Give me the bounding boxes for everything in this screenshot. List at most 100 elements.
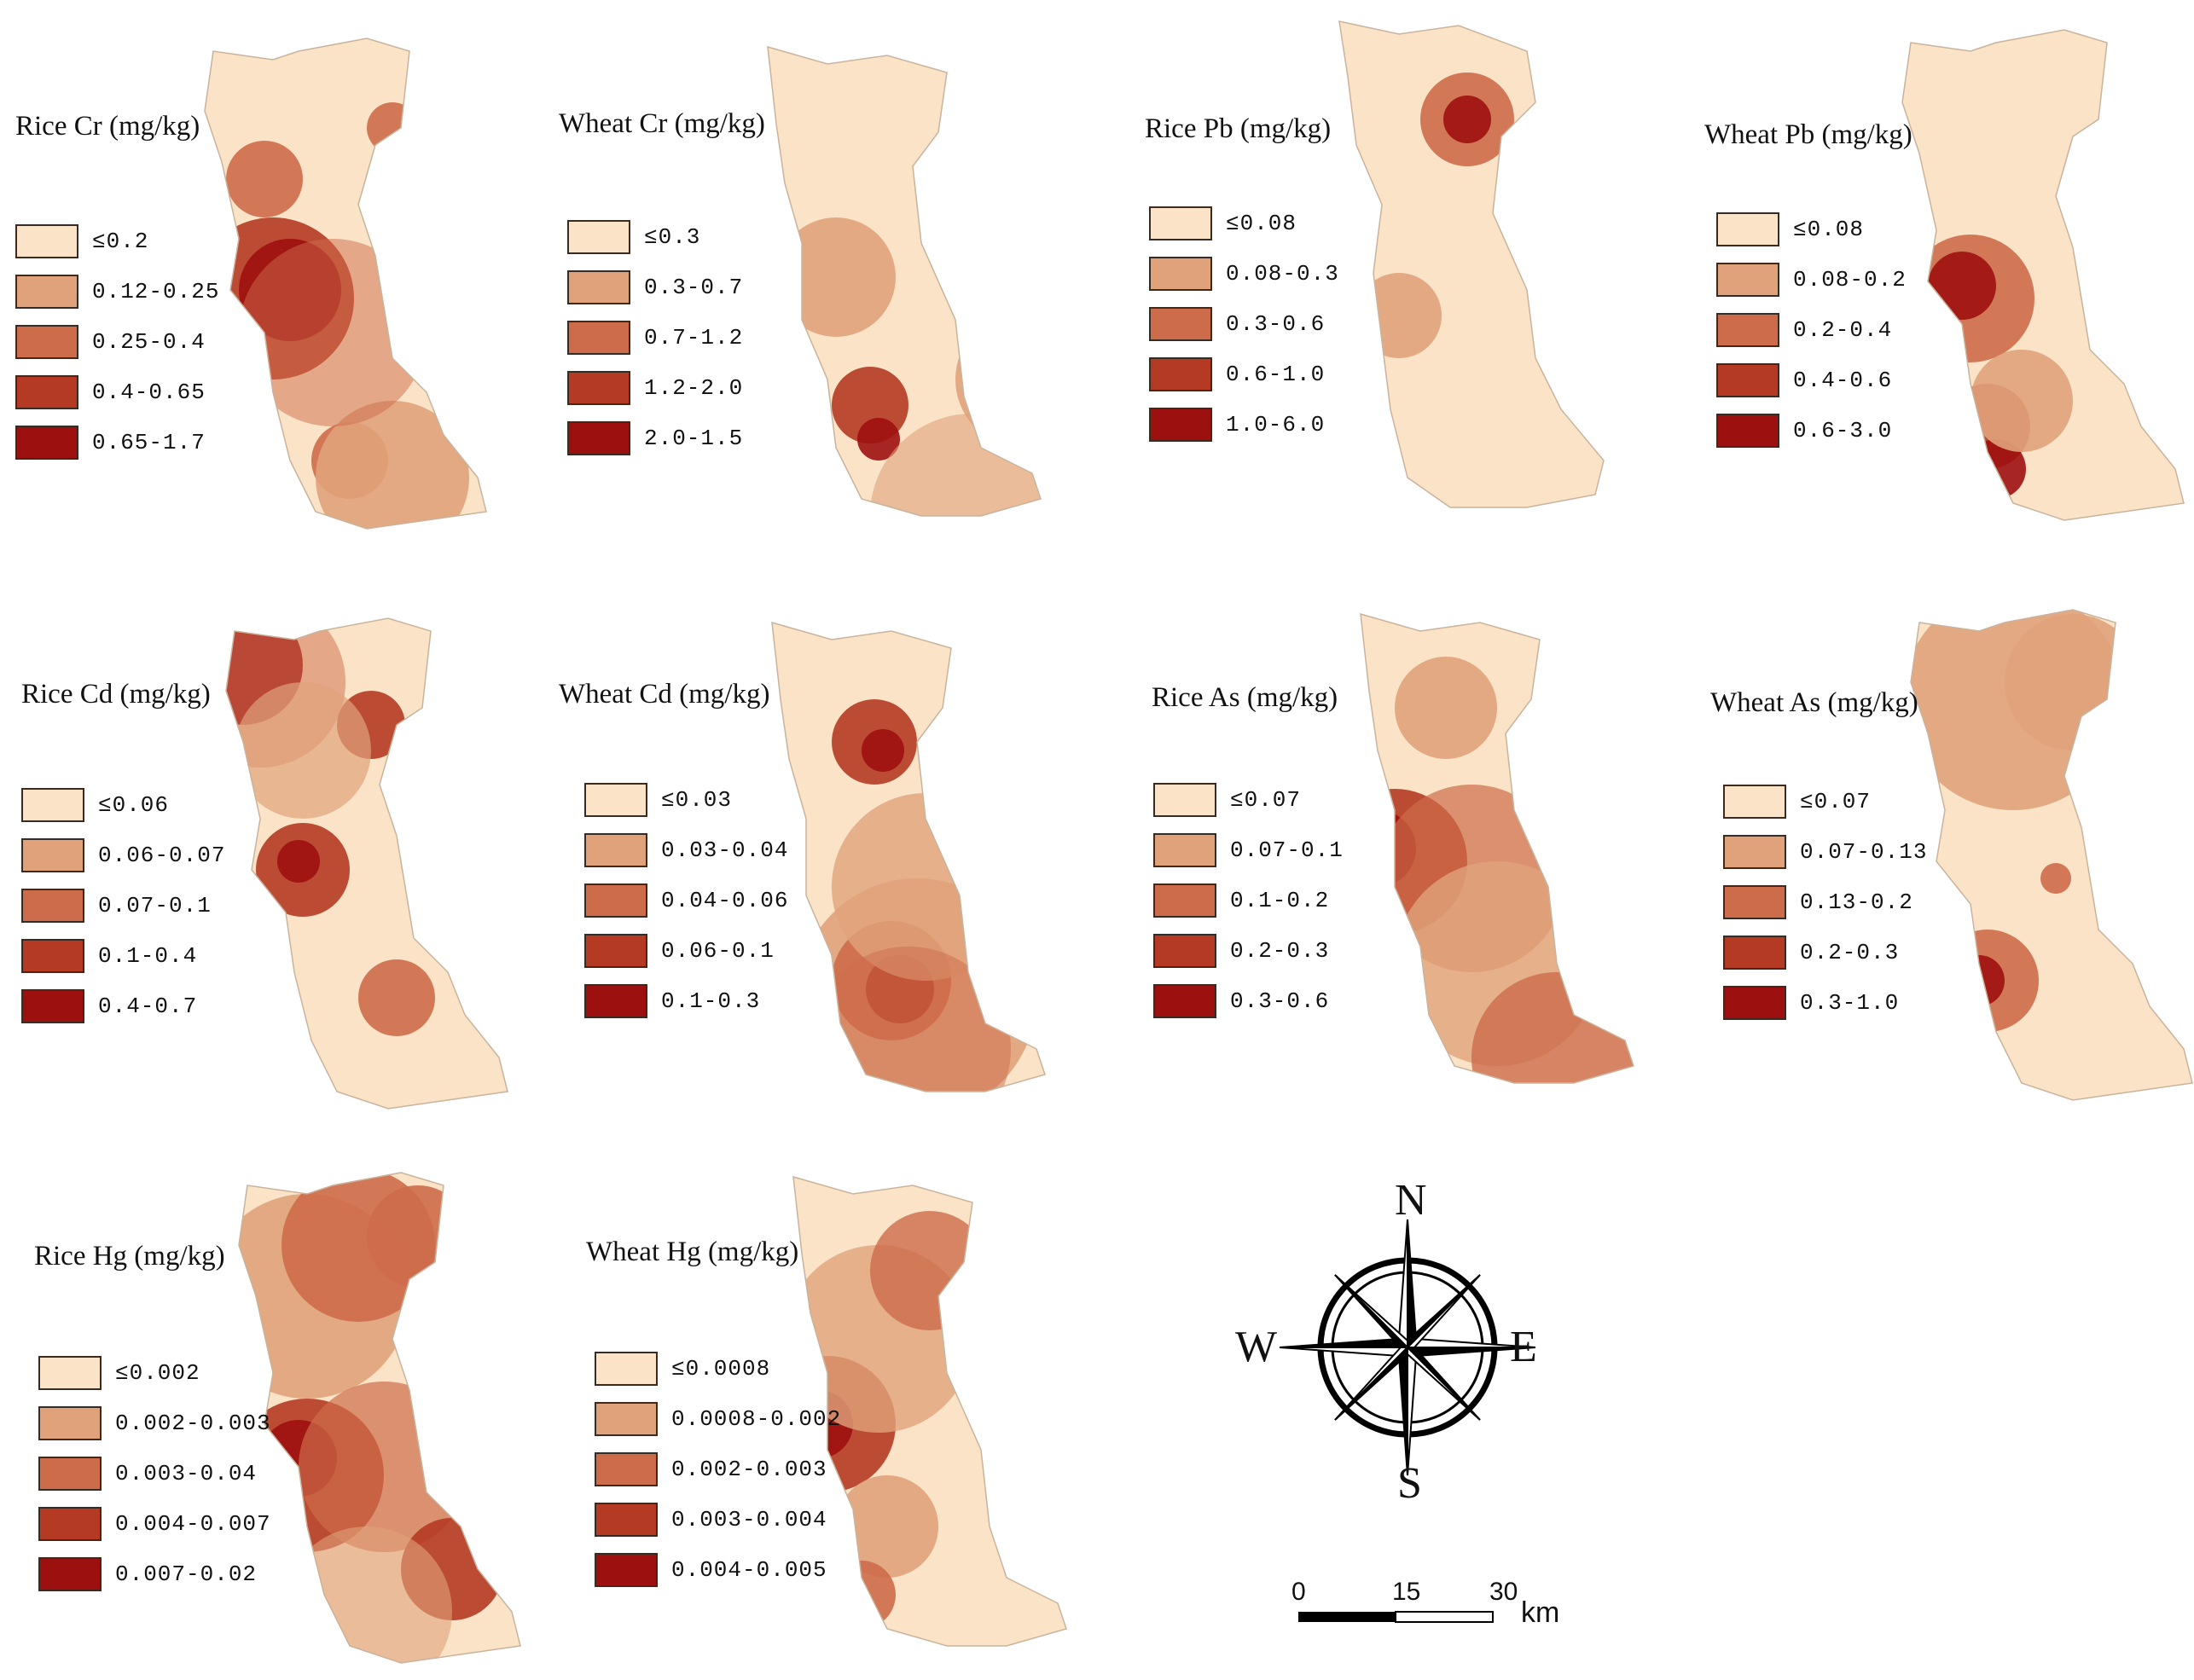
legend-item: 0.4-0.65 [15,375,206,409]
legend-label: 0.3-1.0 [1800,990,1900,1016]
legend-item: 0.6-3.0 [1716,414,1892,448]
legend-label: 0.002-0.003 [671,1457,827,1482]
rice-pb-zone-2 [1356,273,1442,358]
rice-as-zone-5 [1395,657,1497,759]
legend-swatch [15,426,78,460]
wheat-pb-map [1901,29,2185,521]
legend-label: 0.07-0.1 [98,893,212,918]
rice-pb-zone-1 [1443,96,1491,143]
legend-item: 0.3-0.7 [567,270,743,304]
legend-label: ≤0.06 [98,792,170,818]
legend-swatch [21,889,84,923]
legend-swatch [1716,414,1779,448]
rice-cd-zone-5 [358,959,435,1036]
legend-swatch [1149,206,1212,240]
rice-cd-zone-6 [235,682,371,819]
wheat-pb-title: Wheat Pb (mg/kg) [1704,119,1912,150]
legend-item: 0.65-1.7 [15,426,206,460]
legend-item: ≤0.03 [584,783,732,817]
legend-swatch [567,321,630,355]
legend-item: 0.1-0.3 [584,984,760,1018]
legend-item: 0.3-0.6 [1153,984,1329,1018]
compass-north-label: N [1395,1176,1427,1225]
legend-label: 0.003-0.004 [671,1507,827,1532]
legend-label: ≤0.08 [1793,217,1865,242]
legend-item: 0.08-0.2 [1716,263,1907,297]
legend-item: 0.12-0.25 [15,275,219,309]
legend-label: 0.0008-0.002 [671,1406,842,1432]
rice-hg-title: Rice Hg (mg/kg) [34,1241,225,1272]
legend-item: 0.4-0.6 [1716,363,1892,397]
rice-hg-zone-2 [367,1185,469,1288]
legend-item: 0.13-0.2 [1723,885,1913,919]
legend-swatch [1723,986,1786,1020]
legend-swatch [595,1503,658,1537]
legend-label: 0.4-0.65 [92,379,206,405]
legend-swatch [21,989,84,1023]
legend-label: 0.04-0.06 [661,888,789,913]
legend-item: 0.004-0.005 [595,1553,827,1587]
legend-label: ≤0.0008 [671,1356,771,1382]
legend-item: 1.2-2.0 [567,371,743,405]
wheat-hg-title: Wheat Hg (mg/kg) [586,1237,799,1267]
legend-item: 0.0008-0.002 [595,1402,841,1436]
legend-swatch [38,1406,102,1440]
legend-item: 0.25-0.4 [15,325,206,359]
legend-item: 0.7-1.2 [567,321,743,355]
legend-swatch [595,1352,658,1386]
legend-label: 0.6-3.0 [1793,418,1893,443]
legend-swatch [567,371,630,405]
wheat-cr-title: Wheat Cr (mg/kg) [559,108,765,139]
legend-label: 0.6-1.0 [1226,362,1326,387]
legend-label: 0.1-0.4 [98,943,198,969]
legend-label: 0.12-0.25 [92,279,220,304]
scale-bar-graphic [1298,1611,1494,1623]
legend-item: 2.0-1.5 [567,421,743,455]
scale-tick-0: 0 [1291,1578,1306,1606]
legend-swatch [1723,885,1786,919]
wheat-as-zone-4 [2040,863,2071,894]
legend-swatch [1149,257,1212,291]
wheat-cr-zone-4 [776,217,896,337]
rice-cd-title: Rice Cd (mg/kg) [21,679,211,710]
rice-cd-map [225,617,508,1109]
legend-swatch [584,833,647,867]
legend-item: 0.002-0.003 [595,1452,827,1486]
legend-label: 0.004-0.007 [115,1511,271,1537]
rice-cr-zone-2 [226,141,303,217]
legend-item: 0.6-1.0 [1149,357,1325,391]
legend-label: 2.0-1.5 [644,426,744,451]
legend-swatch [1153,984,1216,1018]
legend-swatch [584,984,647,1018]
legend-item: ≤0.07 [1153,783,1301,817]
legend-label: 0.2-0.3 [1230,938,1330,964]
legend-label: ≤0.3 [644,224,701,250]
legend-item: 0.04-0.06 [584,883,788,918]
scale-bar: 0 15 30 km [1291,1578,1570,1629]
legend-swatch [21,838,84,872]
legend-label: ≤0.07 [1800,789,1872,814]
rice-as-map [1360,612,1634,1084]
legend-item: 0.07-0.13 [1723,835,1927,869]
legend-label: 0.13-0.2 [1800,889,1913,915]
legend-swatch [1723,835,1786,869]
rice-pb-title: Rice Pb (mg/kg) [1145,113,1332,144]
legend-swatch [1153,883,1216,918]
legend-label: 0.002-0.003 [115,1411,271,1436]
legend-item: 0.004-0.007 [38,1507,271,1541]
wheat-cr-map [767,45,1042,517]
legend-label: 0.08-0.2 [1793,267,1907,293]
legend-swatch [1153,833,1216,867]
rice-hg-map [238,1172,521,1664]
legend-item: 0.2-0.3 [1153,934,1329,968]
compass-south-label: S [1397,1459,1422,1508]
legend-label: 0.06-0.07 [98,843,226,868]
legend-label: ≤0.002 [115,1360,200,1386]
legend-label: 0.08-0.3 [1226,261,1339,287]
wheat-hg-zone-4 [836,1475,938,1578]
legend-label: 0.3-0.6 [1230,988,1330,1014]
wheat-cr-zone-2 [955,311,1041,448]
legend-label: 0.1-0.3 [661,988,761,1014]
legend-swatch [1716,313,1779,347]
wheat-pb-region [1902,30,2184,520]
